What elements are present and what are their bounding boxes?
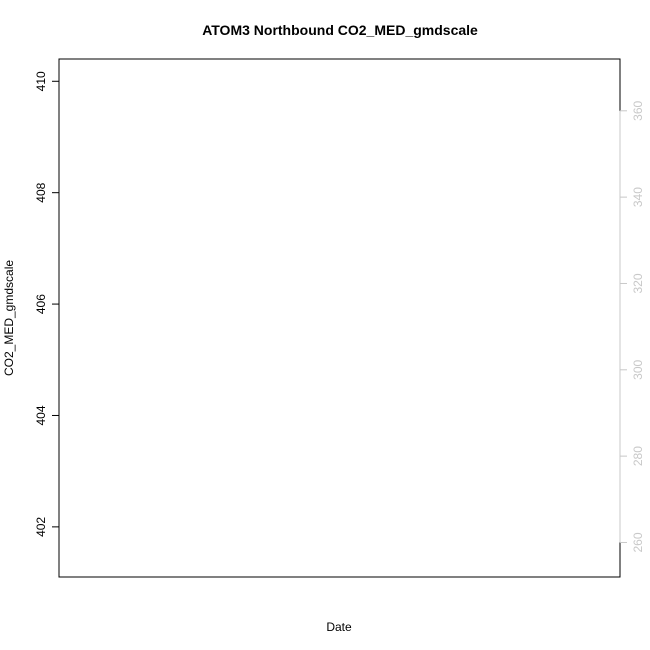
y2-tick-label: 300 xyxy=(631,359,645,379)
y-axis-label: CO2_MED_gmdscale xyxy=(2,260,16,376)
x-axis-label: Date xyxy=(326,620,352,634)
y-tick-label: 402 xyxy=(34,517,48,537)
y2-tick-label: 280 xyxy=(631,446,645,466)
y-axis: 402 404 406 408 410 xyxy=(34,71,60,537)
plot-frame xyxy=(58,58,621,578)
y-tick-label: 404 xyxy=(34,405,48,425)
y2-tick-label: 260 xyxy=(631,532,645,552)
chart-title: ATOM3 Northbound CO2_MED_gmdscale xyxy=(202,22,478,38)
y2-tick-label: 360 xyxy=(631,100,645,120)
y-tick-label: 410 xyxy=(34,71,48,91)
y2-tick-label: 320 xyxy=(631,273,645,293)
y-tick-label: 406 xyxy=(34,294,48,314)
y-tick-label: 408 xyxy=(34,182,48,202)
y2-tick-label: 340 xyxy=(631,187,645,207)
y-axis-secondary: 260 280 300 320 340 360 xyxy=(619,100,645,553)
